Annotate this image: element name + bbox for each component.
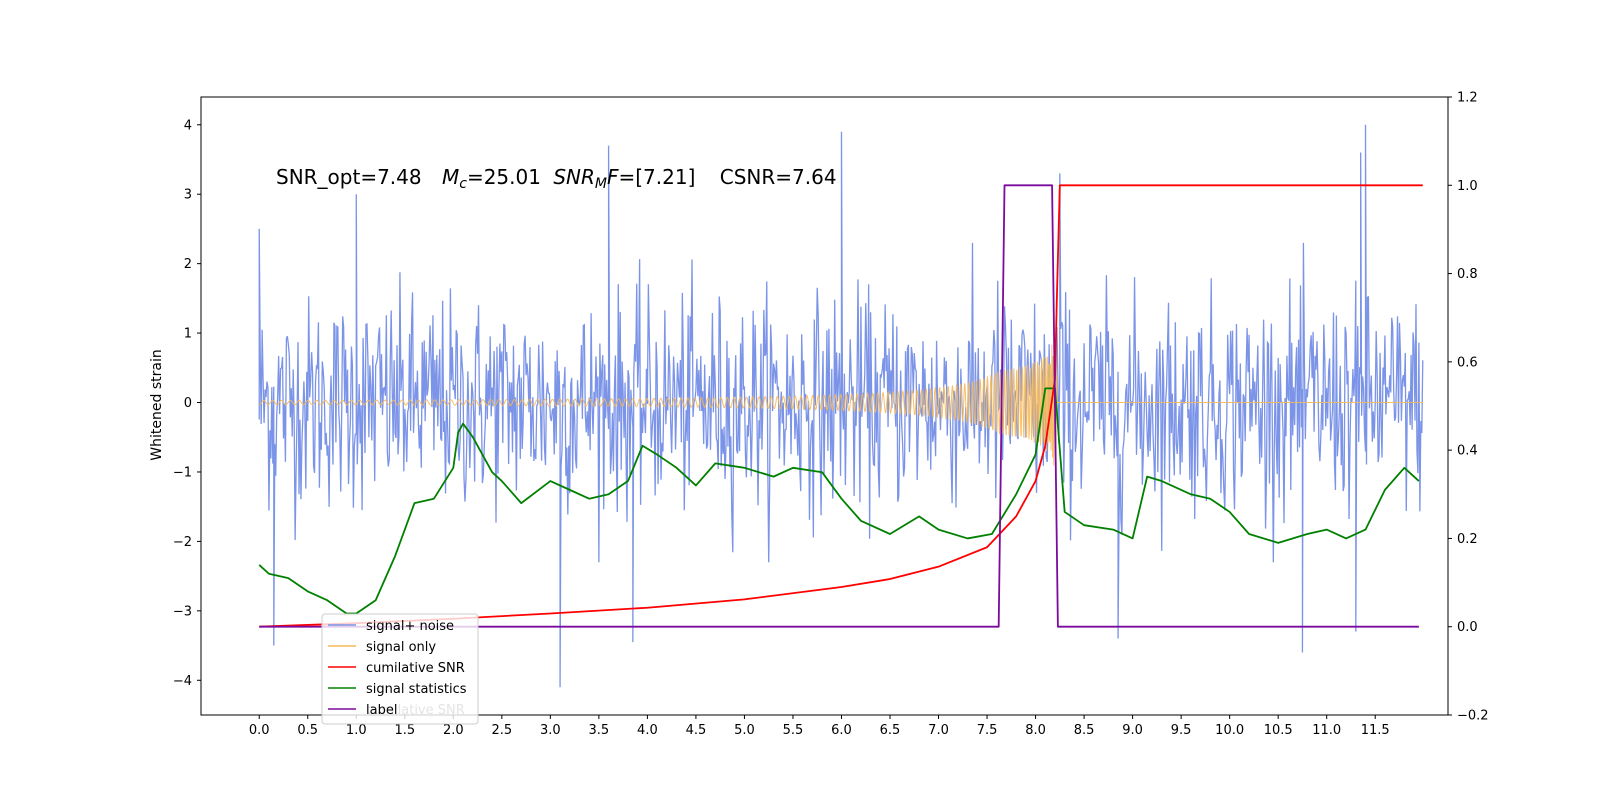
mc-value: =25.01 — [467, 165, 541, 189]
series-label — [259, 184, 1419, 628]
x-tick-label: 3.0 — [540, 723, 561, 738]
mc-subscript: c — [459, 176, 467, 192]
y-tick-label: 1 — [184, 327, 192, 342]
x-tick-label: 10.5 — [1264, 723, 1293, 738]
x-tick-label: 3.5 — [589, 723, 610, 738]
x-tick-label: 8.0 — [1025, 723, 1046, 738]
x-tick-label: 10.0 — [1215, 723, 1244, 738]
plot-area — [258, 124, 1424, 688]
plot-frame — [200, 96, 1449, 716]
series-signal-statistics — [258, 387, 1420, 615]
x-tick-label: 7.0 — [928, 723, 949, 738]
x-tick-label: 5.5 — [783, 723, 804, 738]
y-tick-label: 3 — [184, 188, 192, 203]
snr-opt-text: SNR_opt=7.48 — [276, 165, 422, 189]
x-tick-label: 11.0 — [1312, 723, 1341, 738]
x-tick-label: 0.5 — [297, 723, 318, 738]
csnr-text: CSNR=7.64 — [720, 165, 837, 189]
y-tick-label: −2 — [173, 535, 192, 550]
mc-symbol: M — [442, 165, 459, 189]
legend-label-signal-only: signal only — [366, 640, 436, 655]
y-axis-label: Whitened strain — [149, 349, 165, 460]
snr-subscript: M — [595, 176, 607, 192]
legend-label-label: label — [366, 703, 397, 718]
y-axis-left: 4 3 2 1 0 −1 −2 −3 −4 — [173, 118, 201, 689]
x-tick-label: 1.0 — [346, 723, 367, 738]
snr-symbol: SNR — [553, 165, 595, 189]
y2-tick-label: 0.2 — [1457, 532, 1478, 547]
legend-label-cumulative-snr: cumilative SNR — [366, 661, 465, 676]
snr-suffix: F — [607, 165, 619, 189]
y2-tick-label: 1.0 — [1457, 179, 1478, 194]
series-signal-noise — [258, 124, 1424, 688]
legend: signal+ noise signal only cumilative SNR… — [321, 613, 479, 725]
y2-tick-label: 0.4 — [1457, 444, 1478, 459]
snr-mf-value: =[7.21] — [619, 165, 696, 189]
series-signal-only — [259, 332, 1423, 477]
x-axis: 0.0 0.5 1.0 1.5 2.0 2.5 3.0 3.5 4.0 4.5 5.0 5.5 6.0 6… — [249, 715, 1390, 738]
series-cumilative-snr — [259, 184, 1423, 628]
x-tick-label: 4.0 — [637, 723, 658, 738]
x-tick-label: 5.0 — [734, 723, 755, 738]
x-tick-label: 2.0 — [443, 723, 464, 738]
y2-tick-label: −0.2 — [1457, 709, 1489, 724]
y-tick-label: −3 — [173, 604, 192, 619]
y2-tick-label: 0.8 — [1457, 267, 1478, 282]
y-tick-label: −1 — [173, 465, 192, 480]
x-tick-label: 4.5 — [686, 723, 707, 738]
x-tick-label: 1.5 — [394, 723, 415, 738]
x-tick-label: 7.5 — [977, 723, 998, 738]
x-tick-label: 8.5 — [1074, 723, 1095, 738]
y-axis-right: 1.2 1.0 0.8 0.6 0.4 0.2 0.0 −0.2 — [1448, 91, 1489, 724]
y-tick-label: 2 — [184, 257, 192, 272]
legend-ghost-text: cumilative SNR — [366, 703, 465, 718]
x-tick-label: 2.5 — [491, 723, 512, 738]
y-tick-label: 4 — [184, 118, 192, 133]
legend-box — [321, 613, 479, 725]
y2-tick-label: 1.2 — [1457, 91, 1478, 106]
y-tick-label: −4 — [173, 674, 192, 689]
x-tick-label: 0.0 — [249, 723, 270, 738]
y2-tick-label: 0.0 — [1457, 620, 1478, 635]
y2-tick-label: 0.6 — [1457, 355, 1478, 370]
snr-annotation: SNR_opt=7.48 Mc=25.01 SNRMF=[7.21] CSNR=… — [276, 165, 837, 192]
legend-label-signal-noise: signal+ noise — [366, 619, 454, 634]
y-tick-label: 0 — [184, 396, 192, 411]
x-tick-label: 6.0 — [831, 723, 852, 738]
x-tick-label: 6.5 — [880, 723, 901, 738]
x-tick-label: 9.5 — [1171, 723, 1192, 738]
legend-label-signal-statistics: signal statistics — [366, 682, 467, 697]
x-tick-label: 9.0 — [1122, 723, 1143, 738]
x-tick-label: 11.5 — [1361, 723, 1390, 738]
